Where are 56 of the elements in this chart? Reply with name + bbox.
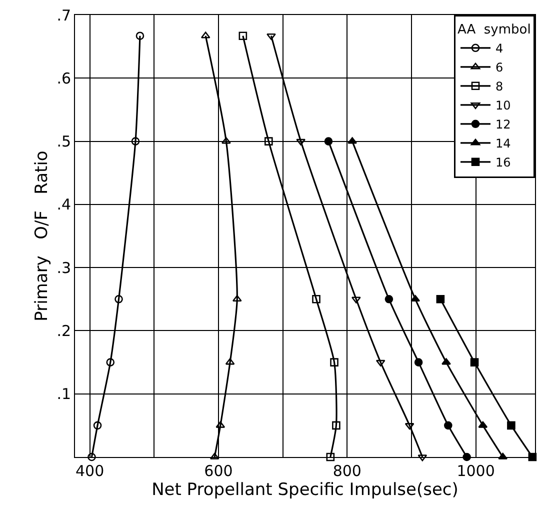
point (232, 294, 242, 302)
legend-label: 14 (496, 136, 511, 151)
point (222, 137, 231, 144)
point (332, 421, 340, 430)
point (106, 358, 115, 366)
point (444, 421, 452, 430)
y-axis-title: Primary O/F Ratio (32, 150, 52, 322)
x-axis-title: Net Propellant Specific Impulse(sec) (152, 480, 458, 500)
legend-label: 6 (496, 60, 504, 75)
point (442, 358, 451, 365)
point (376, 360, 386, 366)
point (351, 296, 361, 304)
legend-label: 4 (496, 42, 504, 56)
point (93, 421, 102, 430)
point (414, 358, 423, 366)
point (136, 32, 144, 40)
y-tick-label: .6 (56, 69, 71, 88)
point (131, 137, 140, 146)
point (210, 452, 220, 460)
y-tick-label: .3 (56, 258, 71, 277)
point (478, 421, 488, 428)
point (410, 294, 420, 302)
point (384, 294, 394, 304)
point (324, 137, 333, 146)
point (200, 32, 210, 38)
legend-label: 8 (496, 80, 504, 94)
point (330, 358, 338, 366)
x-tick-label: 1000 (456, 462, 495, 480)
point (88, 452, 96, 462)
point (312, 294, 320, 304)
x-tick-label: 600 (204, 462, 233, 480)
point (238, 32, 248, 40)
y-tick-label: .1 (56, 385, 71, 404)
point (114, 294, 123, 304)
point (296, 138, 306, 146)
y-tick-label: .7 (56, 6, 71, 24)
legend-label: 16 (496, 156, 511, 170)
point (225, 358, 235, 365)
point (404, 423, 414, 430)
x-tick-label: 400 (75, 462, 104, 480)
y-tick-label: .2 (56, 322, 71, 340)
y-tick-label: .4 (56, 196, 71, 214)
point (507, 421, 516, 430)
legend-title: AA symbol (458, 22, 531, 38)
point (418, 454, 428, 462)
point (326, 452, 335, 462)
point (348, 137, 357, 144)
point (470, 358, 479, 366)
legend-label: 10 (496, 98, 511, 113)
x-tick-label: 800 (332, 462, 362, 480)
point (216, 421, 226, 428)
y-tick-label: .5 (56, 132, 71, 151)
point (436, 294, 445, 304)
point (266, 33, 276, 40)
point (264, 137, 273, 146)
legend-label: 12 (496, 118, 511, 132)
